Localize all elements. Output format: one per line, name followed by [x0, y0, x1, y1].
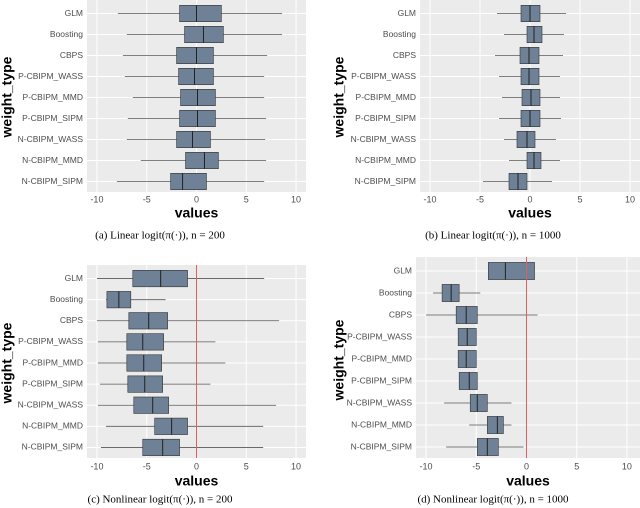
x-tick-label: -10: [90, 194, 103, 204]
y-tick-label: CBPS: [60, 315, 83, 325]
y-tick-label: P-CBIPM_WASS: [18, 71, 83, 81]
caption: (c) Nonlinear logit(π(·)), n = 200: [88, 494, 233, 506]
y-tick-label: GLM: [65, 273, 83, 283]
y-tick-label: GLM: [65, 8, 83, 18]
x-tick-label: 0: [527, 194, 532, 204]
x-tick-label: -5: [472, 461, 480, 471]
y-tick-label: GLM: [394, 265, 412, 275]
y-tick-label: N-CBIPM_WASS: [18, 134, 84, 144]
x-tick-label: -10: [90, 461, 103, 471]
y-tick-label: P-CBIPM_SIPM: [22, 113, 83, 123]
y-tick-label: CBPS: [60, 50, 83, 60]
y-tick-label: N-CBIPM_WASS: [351, 134, 417, 144]
box: [170, 173, 207, 190]
x-tick-label: 5: [574, 461, 579, 471]
y-tick-label: CBPS: [389, 309, 412, 319]
box: [458, 372, 478, 390]
x-tick-label: 0: [524, 461, 529, 471]
y-tick-label: Boosting: [50, 29, 83, 39]
x-tick-label: -10: [423, 194, 436, 204]
box: [441, 284, 460, 302]
box: [487, 416, 504, 434]
x-tick-label: 10: [291, 461, 301, 471]
x-axis-label: values: [175, 473, 219, 489]
y-axis-label: weight_type: [0, 322, 15, 404]
box: [469, 394, 488, 412]
y-axis-label: weight_type: [331, 56, 347, 138]
caption: (b) Linear logit(π(·)), n = 1000: [425, 230, 561, 242]
y-tick-label: P-CBIPM_MMD: [23, 357, 83, 367]
x-tick-label: 10: [622, 461, 632, 471]
y-tick-label: N-CBIPM_SIPM: [351, 441, 412, 451]
box: [176, 131, 211, 148]
x-axis-label: values: [506, 473, 550, 489]
y-tick-label: N-CBIPM_MMD: [22, 421, 83, 431]
y-tick-label: P-CBIPM_SIPM: [351, 375, 412, 385]
y-tick-label: Boosting: [379, 287, 412, 297]
box: [488, 262, 535, 280]
x-tick-label: -5: [476, 194, 484, 204]
x-tick-label: 0: [194, 461, 199, 471]
x-axis-label: values: [508, 205, 552, 221]
y-tick-label: N-CBIPM_MMD: [355, 155, 416, 165]
y-tick-label: P-CBIPM_MMD: [356, 92, 416, 102]
y-tick-label: N-CBIPM_WASS: [18, 399, 84, 409]
y-tick-label: GLM: [398, 8, 416, 18]
x-tick-label: 10: [291, 194, 301, 204]
x-tick-label: -5: [143, 194, 151, 204]
y-axis-label: weight_type: [331, 319, 347, 401]
y-tick-label: P-CBIPM_WASS: [18, 336, 83, 346]
y-axis-label: weight_type: [0, 56, 15, 138]
box: [457, 350, 477, 368]
y-tick-label: P-CBIPM_MMD: [23, 92, 83, 102]
y-tick-label: P-CBIPM_WASS: [351, 71, 416, 81]
y-tick-label: N-CBIPM_MMD: [22, 155, 83, 165]
x-tick-label: -5: [143, 461, 151, 471]
y-tick-label: N-CBIPM_SIPM: [22, 442, 83, 452]
box: [126, 333, 164, 351]
box: [516, 131, 536, 148]
y-tick-label: Boosting: [50, 294, 83, 304]
box: [133, 396, 169, 414]
x-tick-label: 10: [625, 194, 635, 204]
box: [520, 68, 540, 85]
y-tick-label: N-CBIPM_MMD: [351, 419, 412, 429]
x-tick-label: 0: [194, 194, 199, 204]
y-tick-label: N-CBIPM_SIPM: [355, 176, 416, 186]
caption: (a) Linear logit(π(·)), n = 200: [95, 230, 225, 242]
x-tick-label: 5: [244, 194, 249, 204]
x-tick-label: 5: [577, 194, 582, 204]
y-tick-label: Boosting: [383, 29, 416, 39]
y-tick-label: P-CBIPM_SIPM: [22, 378, 83, 388]
y-tick-label: P-CBIPM_SIPM: [355, 113, 416, 123]
box: [476, 438, 499, 456]
x-tick-label: 5: [244, 461, 249, 471]
caption: (d) Nonlinear logit(π(·)), n = 1000: [417, 494, 569, 506]
x-tick-label: -10: [420, 461, 433, 471]
y-tick-label: N-CBIPM_WASS: [347, 397, 413, 407]
box: [142, 438, 180, 456]
box: [176, 47, 214, 64]
y-tick-label: P-CBIPM_WASS: [347, 331, 412, 341]
box: [179, 5, 222, 22]
y-tick-label: CBPS: [393, 50, 416, 60]
box: [185, 152, 219, 169]
y-tick-label: P-CBIPM_MMD: [352, 353, 412, 363]
y-tick-label: N-CBIPM_SIPM: [22, 176, 83, 186]
x-axis-label: values: [175, 205, 219, 221]
box: [178, 68, 214, 85]
box: [455, 306, 478, 324]
